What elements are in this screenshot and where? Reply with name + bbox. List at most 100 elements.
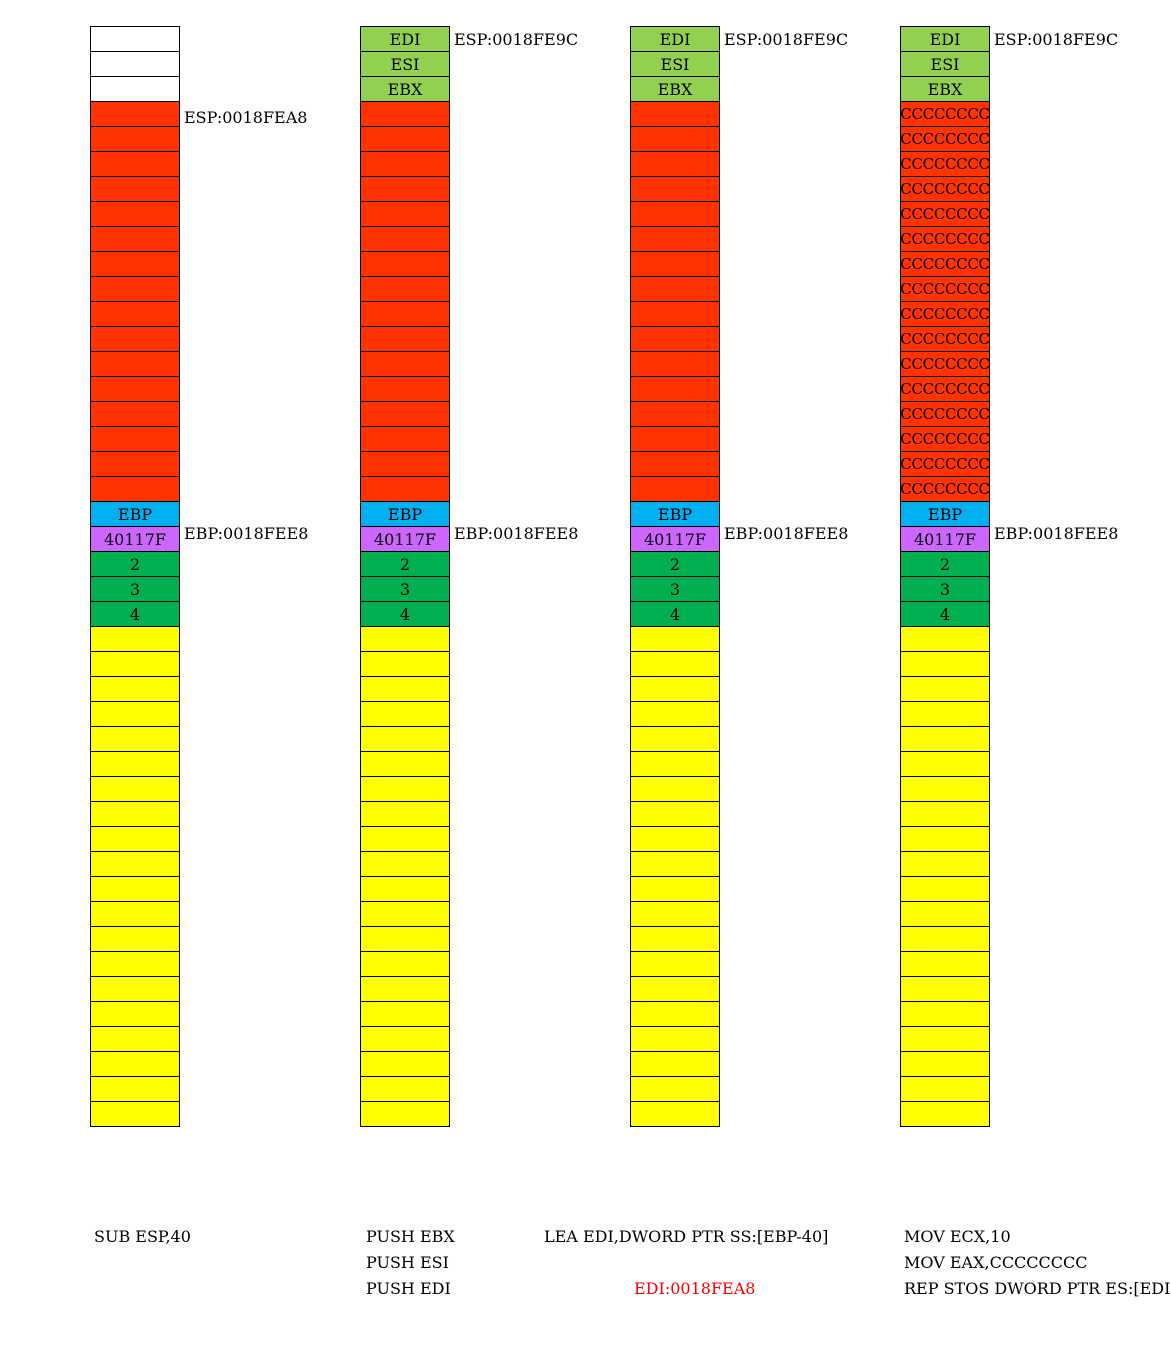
local-variable-slot [90, 426, 180, 452]
argument-slot: 4 [90, 601, 180, 627]
local-variable-slot [630, 451, 720, 477]
caller-stack-slot [360, 1076, 450, 1102]
caller-stack-slot [90, 1001, 180, 1027]
local-variable-slot [360, 276, 450, 302]
caller-stack-slot [90, 776, 180, 802]
instruction-sub-esp: SUB ESP,40 [94, 1227, 191, 1246]
stack-column-1: EBP 40117F 2 3 4 [90, 26, 180, 1127]
caller-stack-slot [360, 726, 450, 752]
edi-value-note: EDI:0018FEA8 [634, 1279, 756, 1298]
caller-stack-slot [360, 1101, 450, 1127]
local-variable-slot [630, 101, 720, 127]
local-variable-slot: CCCCCCCC [900, 276, 990, 302]
local-variable-slot [90, 126, 180, 152]
caller-stack-slot [630, 851, 720, 877]
local-variable-slot [90, 326, 180, 352]
local-variable-slot: CCCCCCCC [900, 476, 990, 502]
caller-stack-slot [630, 901, 720, 927]
return-address-slot: 40117F [900, 526, 990, 552]
caller-stack-slot [360, 701, 450, 727]
pushed-register-slot: ESI [630, 51, 720, 77]
pushed-register-slot: EDI [630, 26, 720, 52]
pushed-register-slot: EDI [900, 26, 990, 52]
caller-stack-slot [630, 1076, 720, 1102]
local-variable-slot [360, 226, 450, 252]
caller-stack-slot [900, 1026, 990, 1052]
local-variable-slot: CCCCCCCC [900, 126, 990, 152]
caller-stack-slot [630, 801, 720, 827]
pushed-register-slot: EBX [630, 76, 720, 102]
stack-column-4: EDI ESI EBX CCCCCCCC CCCCCCCC CCCCCCCC CCCCCCC… [900, 26, 990, 1127]
saved-ebp-slot: EBP [630, 501, 720, 527]
argument-slot: 2 [630, 551, 720, 577]
local-variable-slot [630, 251, 720, 277]
caller-stack-slot [630, 1026, 720, 1052]
caller-stack-slot [900, 726, 990, 752]
local-variable-slot [630, 326, 720, 352]
local-variable-slot [360, 251, 450, 277]
caller-stack-slot [90, 1076, 180, 1102]
caller-stack-slot [90, 1101, 180, 1127]
caller-stack-slot [90, 626, 180, 652]
local-variable-slot: CCCCCCCC [900, 251, 990, 277]
caller-stack-slot [360, 676, 450, 702]
local-variable-slot: CCCCCCCC [900, 226, 990, 252]
local-variable-slot [630, 151, 720, 177]
caller-stack-slot [630, 926, 720, 952]
instruction-rep-stos: REP STOS DWORD PTR ES:[EDI] [904, 1279, 1171, 1298]
caller-stack-slot [900, 676, 990, 702]
local-variable-slot [360, 401, 450, 427]
return-address-slot: 40117F [630, 526, 720, 552]
caller-stack-slot [360, 626, 450, 652]
caller-stack-slot [630, 1001, 720, 1027]
ebp-label-4: EBP:0018FEE8 [994, 524, 1119, 543]
caller-stack-slot [900, 851, 990, 877]
local-variable-slot [90, 376, 180, 402]
local-variable-slot [360, 151, 450, 177]
local-variable-slot [630, 226, 720, 252]
caller-stack-slot [630, 876, 720, 902]
caller-stack-slot [360, 901, 450, 927]
local-variable-slot [90, 351, 180, 377]
caller-stack-slot [900, 876, 990, 902]
caller-stack-slot [90, 976, 180, 1002]
local-variable-slot: CCCCCCCC [900, 451, 990, 477]
local-variable-slot: CCCCCCCC [900, 401, 990, 427]
caller-stack-slot [900, 1001, 990, 1027]
caller-stack-slot [630, 726, 720, 752]
local-variable-slot [360, 426, 450, 452]
local-variable-slot [630, 376, 720, 402]
caller-stack-slot [360, 801, 450, 827]
local-variable-slot [90, 401, 180, 427]
pushed-register-slot: EBX [360, 76, 450, 102]
argument-slot: 4 [360, 601, 450, 627]
local-variable-slot [90, 151, 180, 177]
caller-stack-slot [90, 926, 180, 952]
caller-stack-slot [90, 951, 180, 977]
esp-label-2: ESP:0018FE9C [454, 30, 579, 49]
local-variable-slot [90, 476, 180, 502]
local-variable-slot [360, 301, 450, 327]
caller-stack-slot [900, 1076, 990, 1102]
caller-stack-slot [630, 676, 720, 702]
local-variable-slot: CCCCCCCC [900, 151, 990, 177]
caller-stack-slot [900, 826, 990, 852]
instruction-mov-ecx: MOV ECX,10 [904, 1227, 1011, 1246]
local-variable-slot [630, 351, 720, 377]
argument-slot: 3 [90, 576, 180, 602]
caller-stack-slot [630, 751, 720, 777]
caller-stack-slot [900, 951, 990, 977]
local-variable-slot [360, 101, 450, 127]
local-variable-slot [90, 176, 180, 202]
argument-slot: 2 [360, 551, 450, 577]
empty-stack-slot [90, 51, 180, 77]
argument-slot: 3 [360, 576, 450, 602]
local-variable-slot: CCCCCCCC [900, 376, 990, 402]
caller-stack-slot [360, 651, 450, 677]
caller-stack-slot [630, 976, 720, 1002]
pushed-register-slot: EBX [900, 76, 990, 102]
saved-ebp-slot: EBP [900, 501, 990, 527]
caller-stack-slot [90, 801, 180, 827]
local-variable-slot [630, 301, 720, 327]
pushed-register-slot: ESI [360, 51, 450, 77]
